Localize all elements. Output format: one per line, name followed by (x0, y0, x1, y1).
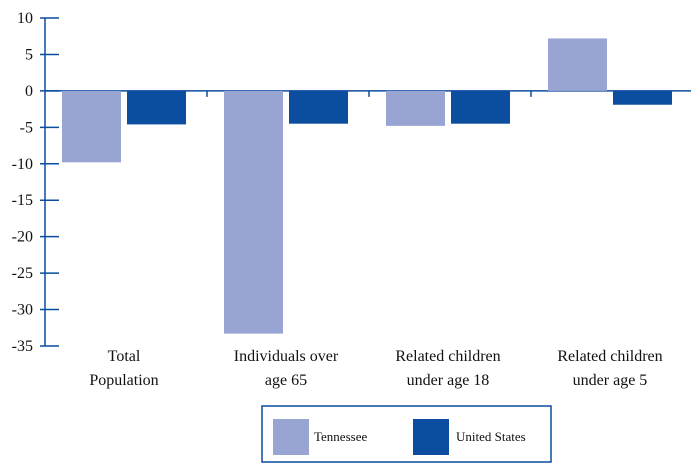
y-tick-label: 5 (25, 46, 33, 63)
bar-united-states-4 (613, 91, 672, 105)
bar-tennessee-3 (386, 91, 445, 126)
y-tick-label: -35 (12, 338, 33, 355)
legend-swatch-united-states (413, 419, 449, 455)
y-tick-label: -10 (12, 156, 33, 173)
legend: Tennessee United States (262, 406, 551, 462)
bar-united-states-2 (289, 91, 348, 124)
bar-tennessee-4 (548, 38, 607, 90)
y-tick-label: 10 (17, 10, 33, 27)
y-tick-label: -25 (12, 265, 33, 282)
y-tick-label: -5 (20, 119, 33, 136)
category-label: Population (89, 372, 158, 389)
bar-tennessee-2 (224, 91, 283, 334)
category-label: Total (108, 348, 141, 365)
category-label: under age 5 (573, 372, 648, 389)
y-tick-label: -20 (12, 229, 33, 246)
y-tick-label: 0 (25, 83, 33, 100)
category-label: age 65 (265, 372, 307, 389)
bar-united-states-3 (451, 91, 510, 124)
legend-label-tennessee: Tennessee (314, 429, 367, 444)
category-label: Related children (395, 348, 500, 365)
bar-united-states-1 (127, 91, 186, 125)
chart-bars (62, 38, 672, 333)
category-label: Related children (557, 348, 662, 365)
category-label: Individuals over (234, 348, 339, 365)
legend-label-united-states: United States (456, 429, 526, 444)
y-tick-labels: 10 5 0 -5 -10 -15 -20 -25 -30 -35 (12, 10, 33, 355)
bar-tennessee-1 (62, 91, 121, 162)
y-tick-label: -30 (12, 302, 33, 319)
legend-swatch-tennessee (273, 419, 309, 455)
y-tick-label: -15 (12, 192, 33, 209)
category-labels: Total Population Individuals over age 65 Rel… (89, 348, 662, 389)
category-label: under age 18 (407, 372, 490, 389)
